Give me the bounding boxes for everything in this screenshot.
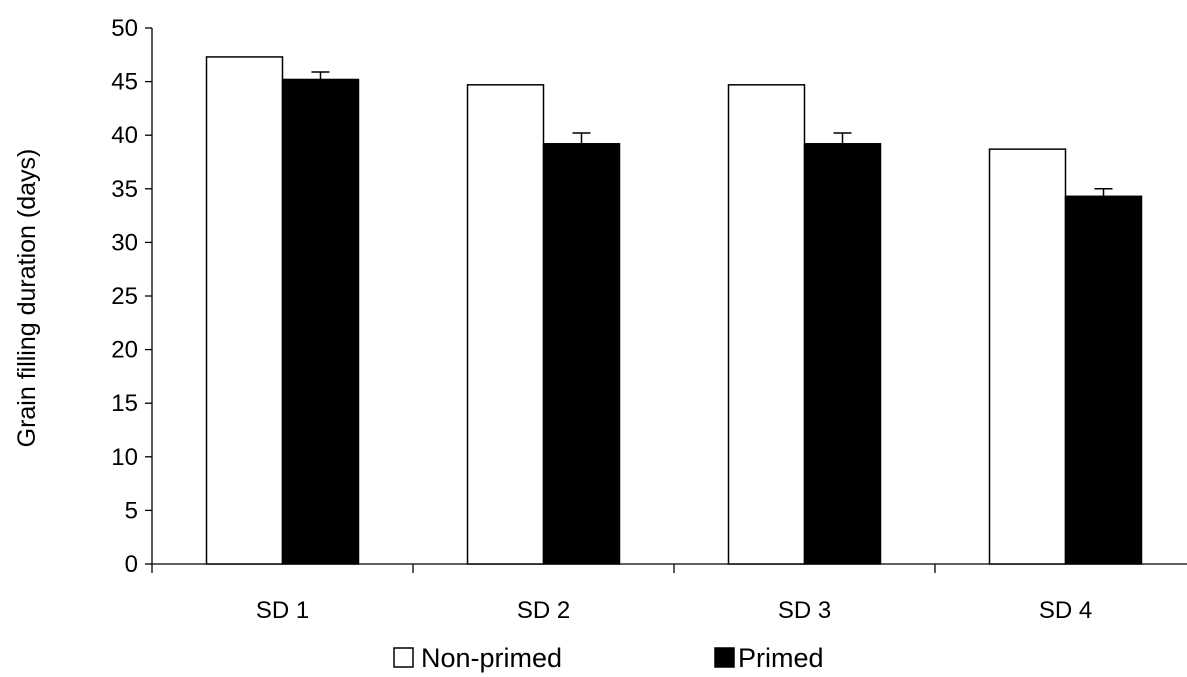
y-tick-label: 45 xyxy=(111,69,138,96)
bar-primed xyxy=(281,78,360,565)
bar-non-primed xyxy=(466,84,545,565)
y-tick-label: 30 xyxy=(111,229,138,256)
legend-swatch-non-primed xyxy=(393,647,414,668)
bar-non-primed xyxy=(205,56,284,565)
x-tick-label: SD 4 xyxy=(1039,597,1092,624)
bar-primed xyxy=(1064,195,1143,565)
y-tick-label: 20 xyxy=(111,337,138,364)
y-tick-label: 35 xyxy=(111,176,138,203)
y-axis: 0 5 10 15 20 25 30 35 40 45 50 xyxy=(111,15,153,578)
y-tick-label: 15 xyxy=(111,390,138,417)
y-tick-label: 25 xyxy=(111,283,138,310)
y-tick-label: 0 xyxy=(125,551,138,578)
x-tick-label: SD 1 xyxy=(256,597,309,624)
bar-non-primed xyxy=(988,148,1067,565)
y-axis-title: Grain filling duration (days) xyxy=(13,149,41,448)
y-tick-label: 10 xyxy=(111,444,138,471)
bars xyxy=(205,56,1143,565)
x-axis: SD 1 SD 2 SD 3 SD 4 xyxy=(151,563,1187,624)
y-tick-label: 40 xyxy=(111,122,138,149)
y-tick-label: 50 xyxy=(111,15,138,42)
legend-swatch-primed xyxy=(714,647,735,668)
x-tick-label: SD 3 xyxy=(778,597,831,624)
bar-primed xyxy=(542,143,621,565)
bar-non-primed xyxy=(727,84,806,565)
x-tick-label: SD 2 xyxy=(517,597,570,624)
legend-label-non-primed: Non-primed xyxy=(421,643,562,673)
y-tick-label: 5 xyxy=(125,497,138,524)
bar-primed xyxy=(803,143,882,565)
legend: Non-primed Primed xyxy=(393,643,824,673)
legend-label-primed: Primed xyxy=(738,643,824,673)
